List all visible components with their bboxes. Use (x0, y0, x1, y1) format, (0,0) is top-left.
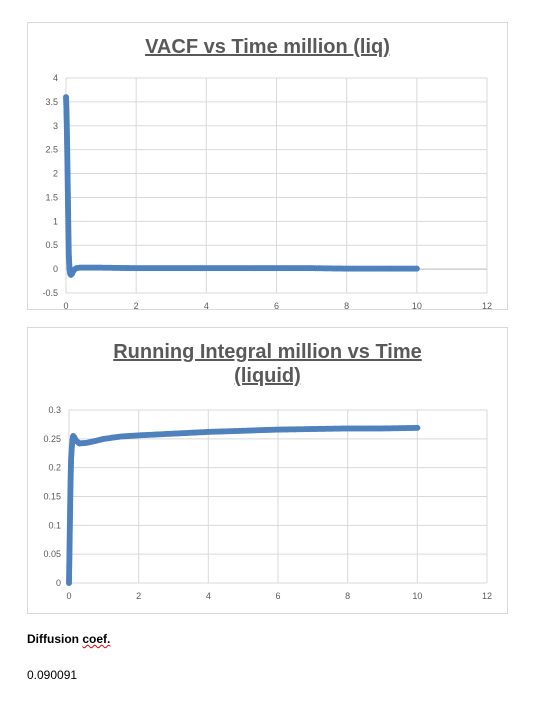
diffusion-label-spellcheck-word: coef. (82, 632, 111, 646)
x-tick-label: 8 (344, 301, 349, 311)
chart-title: VACF vs Time million (liq) (145, 36, 390, 58)
vacf-chart: VACF vs Time million (liq) -0.5 0 0.5 1 1.5 2… (27, 22, 508, 311)
y-tick-label: -0.5 (42, 288, 58, 298)
x-tick-label: 12 (482, 591, 492, 601)
x-tick-label: 4 (206, 591, 211, 601)
y-tick-label: 0.15 (43, 492, 61, 502)
vacf-plot-area: -0.5 0 0.5 1 1.5 2 2.5 3 3.5 4 0 2 4 6 8 10 12 (42, 73, 492, 311)
x-tick-label: 6 (274, 301, 279, 311)
data-series (63, 94, 420, 278)
running-integral-plot-area: 0 0.05 0.1 0.15 0.2 0.25 0.3 0 2 4 6 8 10 12 (43, 405, 492, 601)
y-tick-label: 0.25 (43, 434, 61, 444)
y-tick-label: 0.3 (48, 405, 61, 415)
diffusion-coef-value: 0.090091 (27, 668, 78, 682)
y-tick-label: 0.5 (45, 240, 58, 250)
diffusion-label-prefix: Diffusion (27, 632, 83, 646)
x-tick-label: 12 (482, 301, 492, 311)
y-tick-label: 0 (56, 578, 61, 588)
data-point (413, 265, 420, 272)
data-series (66, 424, 421, 586)
data-point (414, 424, 421, 431)
x-tick-label: 8 (345, 591, 350, 601)
x-tick-label: 4 (204, 301, 209, 311)
y-tick-label: 0.2 (48, 463, 61, 473)
x-tick-label: 0 (66, 591, 71, 601)
running-integral-chart: Running Integral million vs Time (liquid… (27, 327, 508, 614)
y-tick-label: 1.5 (45, 192, 58, 202)
x-tick-label: 10 (412, 591, 422, 601)
y-tick-label: 3.5 (45, 97, 58, 107)
y-tick-label: 4 (53, 73, 58, 83)
y-tick-label: 0.1 (48, 520, 61, 530)
x-tick-label: 10 (412, 301, 422, 311)
x-tick-label: 0 (63, 301, 68, 311)
chart-title: Running Integral million vs Time (liquid… (113, 341, 422, 387)
x-tick-label: 6 (275, 591, 280, 601)
y-tick-label: 2.5 (45, 145, 58, 155)
y-tick-label: 0.05 (43, 549, 61, 559)
x-tick-label: 2 (136, 591, 141, 601)
y-tick-label: 0 (53, 264, 58, 274)
diffusion-coef-label: Diffusion coef. (27, 632, 110, 646)
y-tick-label: 1 (53, 216, 58, 226)
y-tick-label: 3 (53, 121, 58, 131)
y-tick-label: 2 (53, 169, 58, 179)
x-tick-label: 2 (134, 301, 139, 311)
